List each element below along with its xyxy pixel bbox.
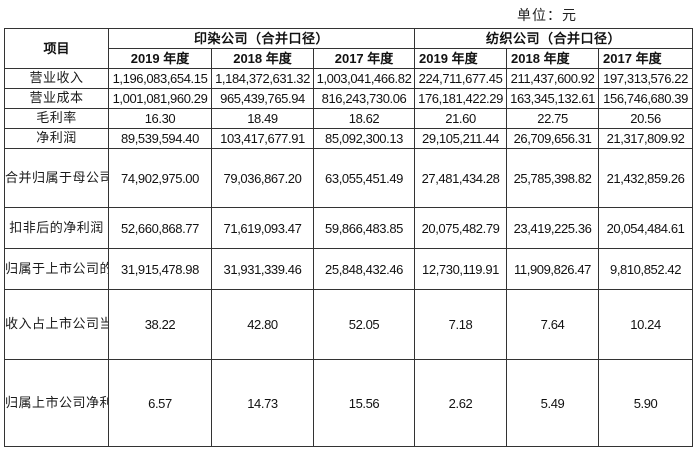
table-cell: 25,785,398.82 xyxy=(506,148,600,208)
table-cell: 1,001,081,960.29 xyxy=(108,88,212,109)
group-header-textile: 纺织公司（合并口径） xyxy=(414,28,694,49)
table-row-listed-company-net-profit: 归属于上市公司的净利润 31,915,478.98 31,931,339.46 … xyxy=(4,248,694,290)
table-cell: 74,902,975.00 xyxy=(108,148,212,208)
table-cell: 18.62 xyxy=(312,108,416,129)
header-row-years: 2019 年度 2018 年度 2017 年度 2019 年度 2018 年度 … xyxy=(5,48,694,69)
row-label: 净利润 xyxy=(4,128,109,149)
table-row-deducted-net-profit: 扣非后的净利润 52,660,868.77 71,619,093.47 59,8… xyxy=(4,207,694,249)
table-cell: 12,730,119.91 xyxy=(414,248,508,290)
table-cell: 21.60 xyxy=(414,108,508,129)
year-header: 2018 年度 xyxy=(211,48,314,69)
table-cell: 18.49 xyxy=(211,108,314,129)
row-label: 归属上市公司净利润占上市公司当期净利润比重（%） xyxy=(4,359,109,447)
table-cell: 25,848,432.46 xyxy=(312,248,416,290)
row-label: 合并归属于母公司所有者的净利润 xyxy=(4,148,109,208)
table-cell: 31,915,478.98 xyxy=(108,248,212,290)
table-cell: 16.30 xyxy=(108,108,212,129)
table-cell: 6.57 xyxy=(108,359,212,447)
row-label: 归属于上市公司的净利润 xyxy=(4,248,109,290)
row-label: 收入占上市公司当期总收入比重（%） xyxy=(4,289,109,360)
table-cell: 20,054,484.61 xyxy=(598,207,694,249)
header-row-groups: 项目 印染公司（合并口径） 纺织公司（合并口径） xyxy=(4,28,694,69)
financial-comparison-table: 项目 印染公司（合并口径） 纺织公司（合并口径） 2019 年度 2018 年度… xyxy=(4,28,694,447)
table-cell: 103,417,677.91 xyxy=(211,128,314,149)
table-cell: 20,075,482.79 xyxy=(414,207,508,249)
table-cell: 1,196,083,654.15 xyxy=(108,68,212,89)
table-row-revenue-share: 收入占上市公司当期总收入比重（%） 38.22 42.80 52.05 7.18… xyxy=(4,289,694,360)
table-cell: 71,619,093.47 xyxy=(211,207,314,249)
row-label: 营业成本 xyxy=(4,88,109,109)
row-label: 营业收入 xyxy=(4,68,109,89)
group-header-printing-dyeing: 印染公司（合并口径） xyxy=(107,28,416,49)
table-cell: 31,931,339.46 xyxy=(211,248,314,290)
table-cell: 7.64 xyxy=(506,289,600,360)
table-cell: 89,539,594.40 xyxy=(108,128,212,149)
table-cell: 1,184,372,631.32 xyxy=(211,68,314,89)
year-header: 2017 年度 xyxy=(312,48,416,69)
table-cell: 211,437,600.92 xyxy=(506,68,600,89)
table-row-net-profit-share: 归属上市公司净利润占上市公司当期净利润比重（%） 6.57 14.73 15.5… xyxy=(4,359,694,447)
table-cell: 20.56 xyxy=(598,108,694,129)
table-cell: 965,439,765.94 xyxy=(211,88,314,109)
table-cell: 15.56 xyxy=(312,359,416,447)
table-cell: 22.75 xyxy=(506,108,600,129)
table-cell: 42.80 xyxy=(211,289,314,360)
year-header: 2019 年度 xyxy=(108,48,212,69)
table-row-revenue: 营业收入 1,196,083,654.15 1,184,372,631.32 1… xyxy=(4,68,694,89)
table-cell: 9,810,852.42 xyxy=(598,248,694,290)
table-cell: 29,105,211.44 xyxy=(414,128,508,149)
table-cell: 224,711,677.45 xyxy=(414,68,508,89)
table-cell: 11,909,826.47 xyxy=(506,248,600,290)
year-header: 2019 年度 xyxy=(414,48,508,69)
table-cell: 52.05 xyxy=(312,289,416,360)
table-cell: 156,746,680.39 xyxy=(598,88,694,109)
table-cell: 26,709,656.31 xyxy=(506,128,600,149)
table-cell: 14.73 xyxy=(211,359,314,447)
table-row-cost: 营业成本 1,001,081,960.29 965,439,765.94 816… xyxy=(4,88,694,109)
table-cell: 21,317,809.92 xyxy=(598,128,694,149)
table-cell: 816,243,730.06 xyxy=(312,88,416,109)
table-cell: 59,866,483.85 xyxy=(312,207,416,249)
table-cell: 23,419,225.36 xyxy=(506,207,600,249)
table-cell: 27,481,434.28 xyxy=(414,148,508,208)
table-cell: 176,181,422.29 xyxy=(414,88,508,109)
table-cell: 1,003,041,466.82 xyxy=(312,68,416,89)
table-cell: 10.24 xyxy=(598,289,694,360)
table-cell: 63,055,451.49 xyxy=(312,148,416,208)
table-cell: 163,345,132.61 xyxy=(506,88,600,109)
table-row-net-profit: 净利润 89,539,594.40 103,417,677.91 85,092,… xyxy=(4,128,694,149)
table-cell: 5.90 xyxy=(598,359,694,447)
row-label: 毛利率 xyxy=(4,108,109,129)
year-header: 2018 年度 xyxy=(506,48,600,69)
table-cell: 38.22 xyxy=(108,289,212,360)
item-column-header: 项目 xyxy=(4,28,109,69)
table-cell: 2.62 xyxy=(414,359,508,447)
table-cell: 5.49 xyxy=(506,359,600,447)
table-row-parent-net-profit: 合并归属于母公司所有者的净利润 74,902,975.00 79,036,867… xyxy=(4,148,694,208)
table-cell: 79,036,867.20 xyxy=(211,148,314,208)
table-cell: 7.18 xyxy=(414,289,508,360)
unit-label: 单位：元 xyxy=(517,8,577,24)
table-row-gross-margin: 毛利率 16.30 18.49 18.62 21.60 22.75 20.56 xyxy=(4,108,694,129)
table-cell: 52,660,868.77 xyxy=(108,207,212,249)
table-cell: 85,092,300.13 xyxy=(312,128,416,149)
table-cell: 21,432,859.26 xyxy=(598,148,694,208)
year-header: 2017 年度 xyxy=(598,48,694,69)
table-cell: 197,313,576.22 xyxy=(598,68,694,89)
row-label: 扣非后的净利润 xyxy=(4,207,109,249)
